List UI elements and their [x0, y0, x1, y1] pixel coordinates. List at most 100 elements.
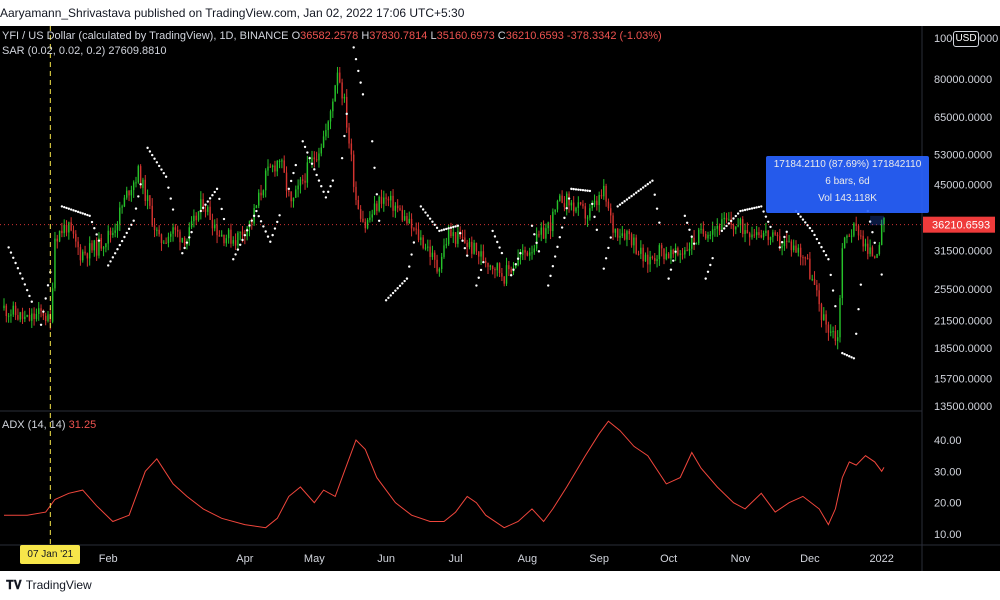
candle — [244, 229, 246, 245]
candle-body — [47, 314, 49, 322]
candle — [325, 123, 327, 141]
candle-body — [239, 231, 241, 233]
adx-label[interactable]: ADX (14, 14) — [2, 419, 66, 431]
candle — [100, 233, 102, 251]
candle-body — [744, 230, 746, 235]
candle — [44, 312, 47, 326]
main-legend: YFI / US Dollar (calculated by TradingVi… — [2, 30, 662, 42]
sar-dot — [435, 226, 439, 230]
candle-body — [461, 236, 464, 238]
sar-dot — [269, 240, 272, 243]
candle — [626, 229, 628, 247]
sar-dot — [327, 190, 330, 194]
candle-body — [107, 230, 109, 244]
candle-body — [341, 82, 343, 99]
candle — [781, 242, 783, 256]
candle — [40, 304, 42, 318]
candle-body — [633, 237, 635, 246]
candle-body — [644, 254, 647, 262]
candle — [21, 307, 24, 324]
candle-body — [350, 143, 353, 155]
candle — [112, 227, 114, 238]
candle — [774, 230, 776, 236]
candle-body — [753, 234, 756, 236]
candle-body — [559, 195, 561, 201]
sar-dot — [463, 246, 467, 250]
candle — [505, 257, 508, 286]
sar-dot — [426, 214, 429, 217]
tradingview-brand[interactable]: 𝐓𝐕 TradingView — [6, 578, 92, 593]
candle — [834, 325, 837, 346]
candle-body — [535, 234, 538, 249]
candle — [524, 246, 526, 261]
sar-dot — [384, 299, 388, 302]
candle — [327, 120, 329, 138]
candle-body — [612, 215, 614, 233]
candle-body — [434, 252, 436, 260]
candle — [230, 223, 232, 248]
candle — [823, 307, 825, 321]
sar-dot — [164, 175, 168, 178]
sar-dot — [641, 186, 645, 189]
sar-dot — [813, 233, 816, 237]
sar-dot — [134, 207, 138, 210]
symbol-title[interactable]: YFI / US Dollar (calculated by TradingVi… — [2, 30, 289, 42]
candle — [24, 310, 26, 323]
candle — [399, 205, 401, 212]
candle — [725, 212, 728, 224]
candle-body — [445, 244, 448, 246]
candle — [232, 236, 234, 247]
candle — [91, 240, 93, 253]
candle-body — [482, 251, 485, 261]
sar-dot — [109, 260, 112, 263]
candle — [188, 222, 190, 246]
sar-dot — [496, 240, 499, 244]
chart-canvas[interactable]: 36210.6593 13500.0000 15700.0000 18500.0000… — [0, 26, 1000, 571]
candle — [721, 213, 723, 231]
chart-area[interactable]: 36210.6593 13500.0000 15700.0000 18500.0000… — [0, 26, 1000, 571]
candle — [651, 255, 654, 260]
candle-body — [621, 233, 624, 236]
candle-body — [878, 244, 881, 254]
time-tick-label: Aug — [518, 553, 538, 565]
currency-button[interactable]: USD — [953, 31, 979, 47]
candle-body — [547, 222, 549, 229]
candle-body — [65, 224, 68, 233]
candle-body — [75, 233, 77, 242]
candle — [132, 180, 135, 198]
candle — [619, 228, 621, 245]
candle — [633, 233, 635, 254]
sar-dot — [556, 245, 559, 249]
candle-body — [649, 256, 651, 265]
candle-body — [415, 228, 417, 230]
sar-label[interactable]: SAR (0.02, 0.02, 0.2) — [2, 45, 106, 57]
sar-dot — [315, 173, 318, 177]
candle — [271, 164, 274, 173]
candle — [313, 151, 316, 168]
candle — [874, 255, 876, 259]
candle — [54, 231, 56, 292]
candle — [605, 183, 607, 207]
sar-dot — [498, 246, 501, 249]
candle — [130, 185, 133, 202]
candle — [577, 196, 580, 216]
sar-dot — [410, 253, 413, 256]
candle — [121, 204, 123, 214]
candle-body — [660, 245, 663, 249]
candle-body — [610, 208, 612, 216]
candle-body — [820, 304, 823, 321]
candle — [98, 232, 100, 259]
candle — [7, 312, 10, 323]
candle-body — [533, 248, 536, 253]
candle-body — [95, 240, 98, 256]
candle-body — [582, 204, 584, 207]
sar-dot — [148, 150, 152, 153]
sar-dot — [785, 230, 788, 234]
candle — [283, 155, 285, 173]
candle-body — [735, 226, 737, 230]
candle — [839, 295, 841, 343]
candle — [160, 233, 163, 251]
sar-dot — [403, 279, 406, 283]
candle-body — [61, 230, 63, 234]
candle — [811, 274, 813, 282]
